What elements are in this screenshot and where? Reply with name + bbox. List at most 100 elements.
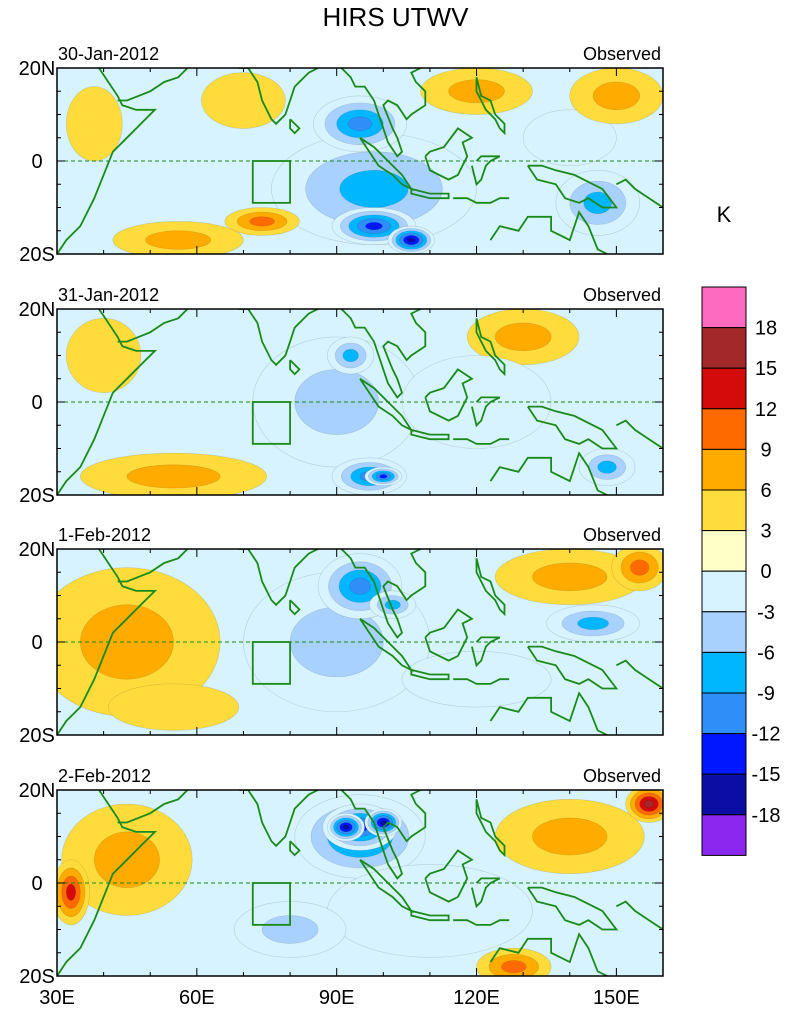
contour-8-1 — [66, 317, 142, 393]
coastline-1 — [117, 309, 189, 343]
coastline-9 — [475, 318, 506, 377]
coastline-3 — [289, 118, 301, 135]
panel-label: Observed — [583, 44, 661, 64]
coastline-10 — [527, 886, 619, 931]
contour-1-4 — [349, 577, 371, 595]
anomaly-field — [66, 68, 663, 254]
coastline-13 — [615, 659, 663, 690]
colorbar-swatch — [701, 408, 747, 450]
coastline-0 — [57, 549, 158, 735]
contour-7-1 — [201, 72, 286, 129]
colorbar-swatch — [701, 327, 747, 369]
y-tick-label: 20S — [19, 244, 55, 266]
coastline-10 — [527, 405, 619, 450]
colorbar-label: 3 — [760, 521, 771, 543]
panel-label: Observed — [583, 766, 661, 786]
coastline-7 — [424, 608, 474, 662]
coastline-7 — [424, 368, 474, 422]
figure-title: HIRS UTWV — [322, 2, 469, 32]
coastline-0 — [57, 68, 158, 254]
contour-2-6 — [342, 824, 350, 830]
colorbar-swatch — [701, 814, 747, 856]
panel-4: 20N 0 20S 2-Feb-2012 Observed — [19, 766, 664, 988]
y-tick-label: 20N — [19, 299, 56, 321]
contour-4-3 — [249, 216, 275, 227]
coastline-3 — [289, 359, 301, 376]
coastline-12 — [489, 210, 608, 254]
panel-label: Observed — [583, 285, 661, 305]
coastline-0 — [57, 309, 158, 495]
y-tick-label: 20S — [19, 966, 55, 988]
coastline-6 — [410, 188, 450, 200]
colorbar-label: -9 — [757, 683, 775, 705]
x-tick-label: 150E — [593, 987, 640, 1009]
colorbar-label: -15 — [752, 764, 781, 786]
y-tick-label: 0 — [31, 392, 42, 414]
x-tick-label: 90E — [319, 987, 355, 1009]
y-tick-label: 0 — [31, 873, 42, 895]
x-tick-label: 30E — [39, 987, 75, 1009]
contour-7-3 — [577, 616, 609, 630]
coastline-8 — [471, 636, 501, 668]
coastline-12 — [489, 451, 608, 495]
colorbar-swatch — [701, 692, 747, 735]
coastline-1 — [117, 790, 189, 824]
region-box — [251, 882, 291, 926]
coastlines — [57, 549, 663, 735]
colorbar-label: -18 — [752, 805, 781, 827]
y-tick-label: 20S — [19, 485, 55, 507]
coastline-0 — [57, 790, 158, 976]
coastline-9 — [475, 558, 506, 617]
colorbar-swatch — [701, 530, 747, 572]
colorbar-label: 9 — [760, 439, 771, 461]
region-box — [251, 641, 291, 685]
y-tick-label: 0 — [31, 632, 42, 654]
contour-8-5 — [644, 799, 654, 808]
colorbar-label: 6 — [760, 480, 771, 502]
colorbar-swatch — [701, 733, 747, 775]
colorbar-swatch — [701, 570, 747, 613]
colorbar-swatch — [701, 286, 747, 329]
coastline-9 — [475, 799, 506, 858]
coastline-11 — [453, 197, 510, 204]
coastline-1 — [117, 549, 189, 583]
coastline-4 — [340, 68, 427, 158]
coastline-11 — [453, 919, 510, 926]
y-tick-label: 20S — [19, 725, 55, 747]
contour-8-1 — [401, 650, 552, 708]
contour-6-3 — [597, 460, 617, 474]
coastline-4 — [340, 549, 427, 639]
x-tick-label: 120E — [453, 987, 500, 1009]
coastlines — [57, 790, 663, 976]
coastline-12 — [489, 691, 608, 735]
coastline-13 — [615, 900, 663, 931]
contour-3-6 — [379, 819, 387, 826]
coastline-5 — [359, 378, 414, 433]
coastline-2 — [238, 309, 319, 367]
coastline-13 — [615, 419, 663, 450]
y-tick-label: 20N — [19, 539, 56, 561]
colorbar-swatch — [701, 489, 747, 532]
colorbar-label: -12 — [752, 724, 781, 746]
contour-5-4 — [66, 883, 76, 901]
contour-1-3 — [342, 348, 359, 362]
contour-6-3 — [630, 559, 650, 576]
colorbar-label: 15 — [755, 358, 777, 380]
colorbar-swatch — [701, 448, 747, 491]
coastline-10 — [527, 645, 619, 690]
coastline-10 — [527, 164, 619, 209]
coastline-4 — [340, 790, 427, 880]
coastline-6 — [410, 669, 450, 681]
contour-5-2 — [145, 230, 212, 250]
y-tick-label: 20N — [19, 58, 56, 80]
panel-date: 2-Feb-2012 — [58, 766, 151, 786]
coastlines — [57, 68, 663, 254]
contour-3-6 — [407, 237, 416, 243]
colorbar-label: -6 — [757, 642, 775, 664]
coastline-2 — [238, 790, 319, 848]
coastline-7 — [424, 849, 474, 903]
panel-date: 1-Feb-2012 — [58, 525, 151, 545]
contour-4-2 — [126, 464, 221, 489]
region-box — [251, 401, 291, 445]
contour-4-1 — [107, 683, 240, 731]
